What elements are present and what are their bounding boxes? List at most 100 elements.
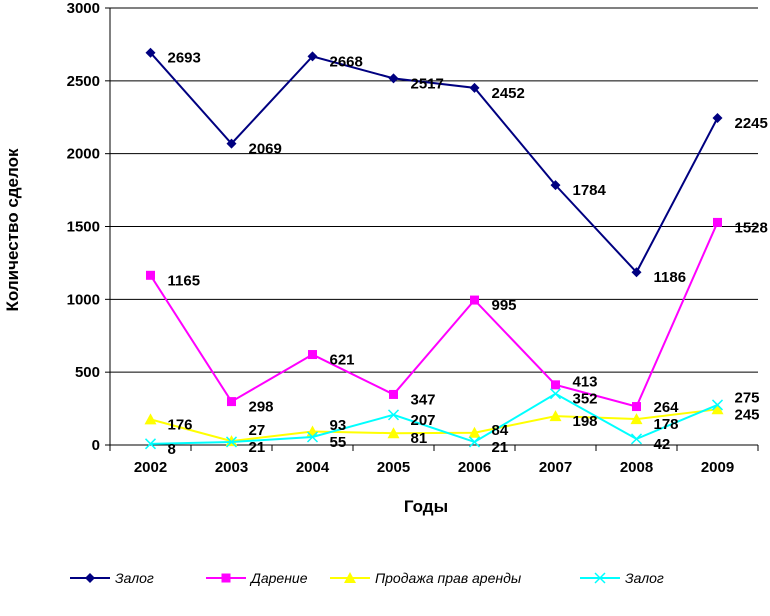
x-marker-stroke — [711, 399, 724, 411]
series-line — [149, 222, 719, 408]
x-tick-label: 2008 — [620, 459, 653, 476]
legend-marker — [594, 572, 606, 584]
legend-marker — [344, 572, 356, 583]
data-label-series-4: 352 — [573, 391, 598, 408]
y-tick-label: 0 — [92, 437, 100, 454]
data-point — [387, 409, 400, 421]
x-tick-label: 2007 — [539, 459, 572, 476]
data-point — [549, 388, 562, 400]
data-point — [631, 267, 642, 278]
data-label-series-3: 198 — [573, 413, 598, 430]
data-labels: 8176116526932127298206955936212668812073… — [168, 50, 768, 458]
x-axis-title: Годы — [404, 497, 448, 516]
data-label-series-3: 84 — [492, 422, 509, 439]
data-label-series-2: 264 — [654, 399, 680, 416]
data-label-series-2: 347 — [411, 391, 436, 408]
legend-marker — [85, 573, 95, 583]
x-tick-label: 2009 — [701, 459, 734, 476]
series-line — [150, 392, 718, 445]
series-line — [150, 408, 718, 443]
data-label-series-1: 2069 — [249, 141, 282, 158]
data-label-series-1: 1784 — [573, 182, 607, 199]
x-marker-stroke — [630, 433, 643, 445]
y-tick-label: 1500 — [67, 219, 100, 236]
data-point — [145, 47, 156, 58]
data-label-series-1: 2517 — [411, 75, 444, 92]
data-label-series-4: 21 — [249, 439, 266, 456]
data-point — [144, 438, 157, 450]
data-point — [468, 436, 481, 448]
data-label-series-4: 8 — [168, 441, 176, 458]
x-marker-stroke — [468, 436, 481, 448]
x-marker-stroke — [144, 438, 157, 450]
data-point — [713, 217, 722, 227]
data-point — [225, 436, 238, 448]
data-label-series-2: 995 — [492, 297, 517, 314]
x-marker-stroke — [594, 572, 606, 584]
y-tick-label: 500 — [75, 364, 100, 381]
data-point — [470, 295, 479, 305]
data-point — [630, 433, 643, 445]
data-point — [389, 389, 398, 399]
data-point — [144, 413, 157, 425]
x-tick-label: 2002 — [134, 459, 167, 476]
data-label-series-4: 55 — [330, 434, 347, 451]
data-label-series-4: 207 — [411, 412, 436, 429]
data-point — [387, 427, 400, 439]
data-label-series-4: 21 — [492, 439, 509, 456]
data-point — [225, 435, 238, 447]
data-point — [469, 82, 480, 93]
data-label-series-3: 178 — [654, 416, 679, 433]
data-label-series-2: 1165 — [168, 272, 201, 289]
data-point — [711, 403, 724, 415]
x-marker-stroke — [549, 388, 562, 400]
data-label-series-3: 176 — [168, 416, 193, 433]
legend-item: Дарение — [206, 570, 308, 586]
data-point — [226, 138, 237, 149]
x-tick-label: 2003 — [215, 459, 248, 476]
data-point — [308, 350, 317, 360]
data-point — [550, 180, 561, 191]
legend-label: Дарение — [249, 570, 308, 586]
data-point — [551, 380, 560, 390]
data-label-series-2: 621 — [330, 352, 355, 369]
legend-marker — [221, 573, 231, 583]
data-label-series-1: 2668 — [330, 53, 363, 70]
legend-item: Залог — [70, 570, 154, 586]
x-marker-stroke — [387, 409, 400, 421]
data-label-series-2: 413 — [573, 374, 598, 391]
data-point — [468, 426, 481, 438]
data-point — [306, 431, 319, 443]
legend-label: Продажа прав аренды — [375, 570, 522, 586]
data-label-series-4: 42 — [654, 436, 671, 453]
x-axis-ticks: 2002 2003 2004 2005 2006 2007 2008 2009 — [109, 445, 759, 476]
legend: Залог Дарение Продажа прав аренды Залог — [70, 570, 664, 586]
series-1 — [145, 47, 723, 278]
y-axis-title: Количество сделок — [3, 148, 22, 311]
series-4 — [144, 388, 724, 450]
y-tick-label: 1000 — [67, 291, 100, 308]
data-label-series-3: 27 — [249, 422, 266, 439]
y-tick-label: 2500 — [67, 73, 100, 90]
legend-label: Залог — [115, 570, 154, 586]
data-label-series-4: 275 — [735, 389, 760, 406]
data-label-series-1: 2245 — [735, 115, 768, 132]
data-point — [307, 51, 318, 62]
data-label-series-2: 1528 — [735, 219, 768, 236]
series-line — [149, 52, 719, 274]
legend-item: Продажа прав аренды — [330, 570, 522, 586]
data-point — [549, 410, 562, 422]
data-label-series-2: 298 — [249, 399, 274, 416]
data-label-series-1: 2693 — [168, 50, 201, 67]
legend-label: Залог — [625, 570, 664, 586]
data-point — [712, 112, 723, 123]
x-marker-stroke — [225, 436, 238, 448]
x-marker-stroke — [306, 431, 319, 443]
data-label-series-1: 2452 — [492, 85, 525, 102]
data-point — [632, 402, 641, 412]
x-tick-label: 2006 — [458, 459, 491, 476]
data-label-series-1: 1186 — [654, 269, 687, 286]
y-tick-label: 2000 — [67, 146, 100, 163]
data-point — [388, 73, 399, 84]
